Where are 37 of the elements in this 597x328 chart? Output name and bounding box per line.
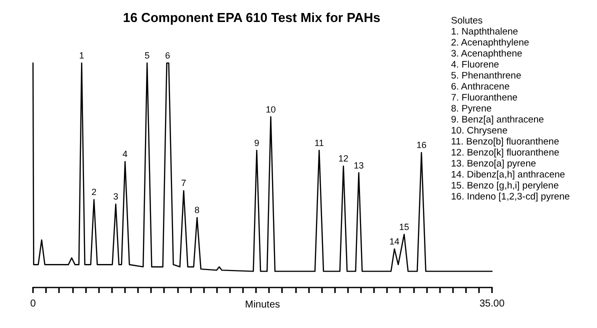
annotation: 11. Benzo[b] fluoranthene: [451, 136, 560, 148]
annotation: 6: [165, 50, 170, 60]
annotation: 10: [266, 104, 276, 114]
x-tick-label: 35.00: [479, 298, 505, 310]
annotation: 11: [314, 138, 324, 148]
annotation: 12: [338, 154, 348, 164]
annotation: 9: [254, 138, 260, 148]
annotation: 12. Benzo[k] fluoranthene: [451, 148, 560, 158]
annotation: 4. Fluorene: [451, 60, 500, 70]
text: Solutes: [451, 16, 483, 26]
text: 1. Napththalene: [451, 26, 518, 38]
annotation: 6. Anthracene: [451, 82, 510, 92]
annotation: 4: [122, 149, 128, 160]
annotation: 10. Chrysene: [451, 126, 508, 136]
annotation: 5. Phenanthrene: [451, 70, 522, 82]
annotation: 7: [181, 178, 186, 188]
annotation: 8. Pyrene: [451, 104, 492, 114]
annotation: 16. Indeno [1,2,3-cd] pyrene: [451, 192, 570, 202]
x-axis-title: Minutes: [244, 300, 280, 310]
annotation: 1: [79, 50, 84, 60]
text: 3. Acenaphthene: [451, 48, 522, 60]
chart-title: 16 Component EPA 610 Test Mix for PAHs: [123, 10, 380, 25]
text: 2. Acenaphthylene: [451, 38, 530, 48]
x-tick-label: 0: [30, 298, 36, 310]
annotation: 13: [354, 160, 364, 170]
annotation: 14: [389, 236, 400, 246]
annotation: 5: [144, 50, 150, 60]
annotation: 13. Benzo[a] pyrene: [451, 158, 536, 170]
annotation: 9. Benz[a] anthracene: [451, 114, 544, 126]
annotation: 14. Dibenz[a,h] anthracene: [451, 170, 566, 180]
annotation: 2: [91, 187, 96, 198]
annotation: 7. Fluoranthene: [451, 92, 518, 104]
annotation: 15: [399, 222, 410, 232]
annotation: 8: [194, 205, 200, 216]
annotation: 3: [113, 192, 118, 202]
annotation: 16: [416, 140, 426, 150]
annotation: 15. Benzo [g,h,i] perylene: [451, 180, 559, 192]
